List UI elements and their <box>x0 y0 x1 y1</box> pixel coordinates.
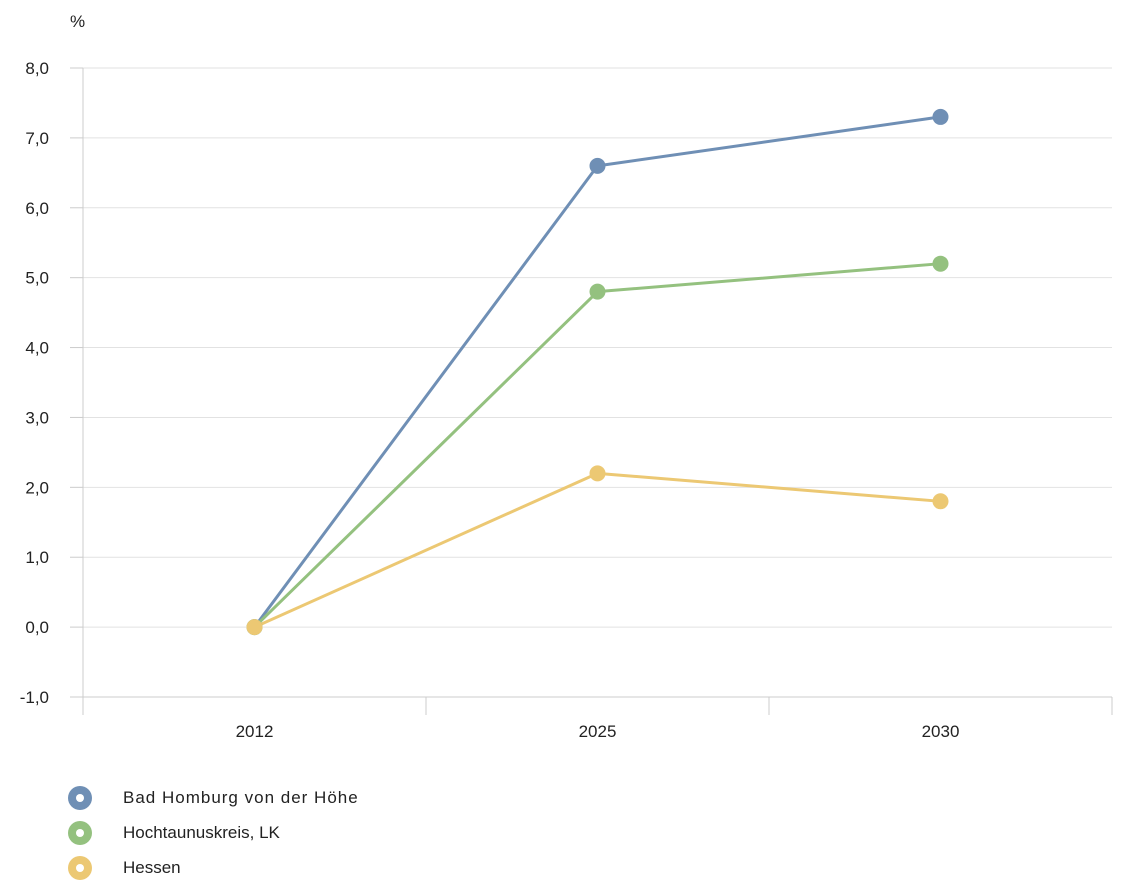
x-tick-label: 2025 <box>579 722 617 741</box>
y-tick-label: 3,0 <box>25 408 49 427</box>
series-line <box>253 262 941 629</box>
legend-label: Hessen <box>123 857 181 877</box>
x-tick-label: 2030 <box>922 722 960 741</box>
series-line <box>253 115 941 629</box>
y-axis-unit: % <box>70 12 85 31</box>
legend-item-hochtaunuskreis[interactable]: Hochtaunuskreis, LK <box>68 815 359 850</box>
data-point <box>932 108 949 125</box>
legend: Bad Homburg von der Höhe Hochtaunuskreis… <box>68 780 359 885</box>
data-point <box>932 255 949 272</box>
y-tick-label: 6,0 <box>25 199 49 218</box>
y-tick-label: 5,0 <box>25 269 49 288</box>
y-tick-label: 1,0 <box>25 548 49 567</box>
y-tick-label: 4,0 <box>25 339 49 358</box>
legend-marker-icon <box>68 855 92 880</box>
series-line <box>253 471 941 629</box>
data-point <box>932 493 949 510</box>
legend-item-hessen[interactable]: Hessen <box>68 850 359 885</box>
legend-item-bad-homburg[interactable]: Bad Homburg von der Höhe <box>68 780 359 815</box>
y-tick-label: 8,0 <box>25 59 49 78</box>
y-tick-label: -1,0 <box>20 688 49 707</box>
data-point <box>589 157 606 174</box>
legend-marker-icon <box>68 820 92 845</box>
line-chart: % 8,0 7,0 6,0 5,0 4,0 3,0 2,0 1,0 0,0 -1,0 2012 202… <box>20 12 1113 741</box>
y-tick-label: 7,0 <box>25 129 49 148</box>
data-point <box>589 465 606 482</box>
legend-marker-icon <box>68 785 92 810</box>
legend-label: Hochtaunuskreis, LK <box>123 822 280 842</box>
x-tick-label: 2012 <box>236 722 274 741</box>
y-tick-label: 2,0 <box>25 478 49 497</box>
data-point <box>246 619 263 636</box>
legend-label: Bad Homburg von der Höhe <box>123 787 359 807</box>
y-tick-label: 0,0 <box>25 618 49 637</box>
data-point <box>589 283 606 300</box>
